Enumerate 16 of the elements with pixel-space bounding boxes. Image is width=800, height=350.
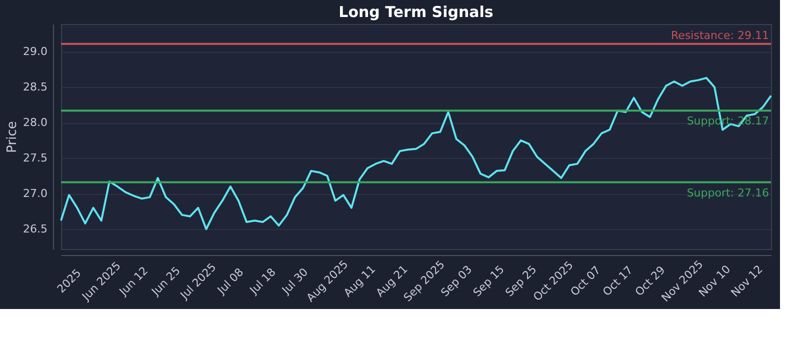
x-tick-label: Jul 18 (246, 266, 278, 298)
x-tick-label: Oct 17 (600, 264, 636, 299)
y-tick-label: 27.0 (23, 187, 48, 200)
y-axis-title: Price (5, 121, 20, 153)
ref-line-label: Support: 27.16 (686, 186, 769, 200)
y-tick-label: 28.0 (23, 116, 48, 130)
chart-title: Long Term Signals (338, 3, 494, 21)
line-series (60, 76, 772, 230)
y-tick-label: 29.0 (23, 45, 48, 58)
ref-line-label: Resistance: 29.11 (671, 28, 769, 42)
x-tick-label: Jul 08 (214, 266, 246, 298)
y-tick-label: 27.5 (23, 152, 48, 165)
y-tick-label: 28.5 (23, 80, 48, 94)
x-tick-label: Nov 12 (728, 262, 766, 300)
x-tick-label: Sep 15 (470, 263, 507, 300)
y-tick-label: 26.5 (23, 222, 48, 236)
